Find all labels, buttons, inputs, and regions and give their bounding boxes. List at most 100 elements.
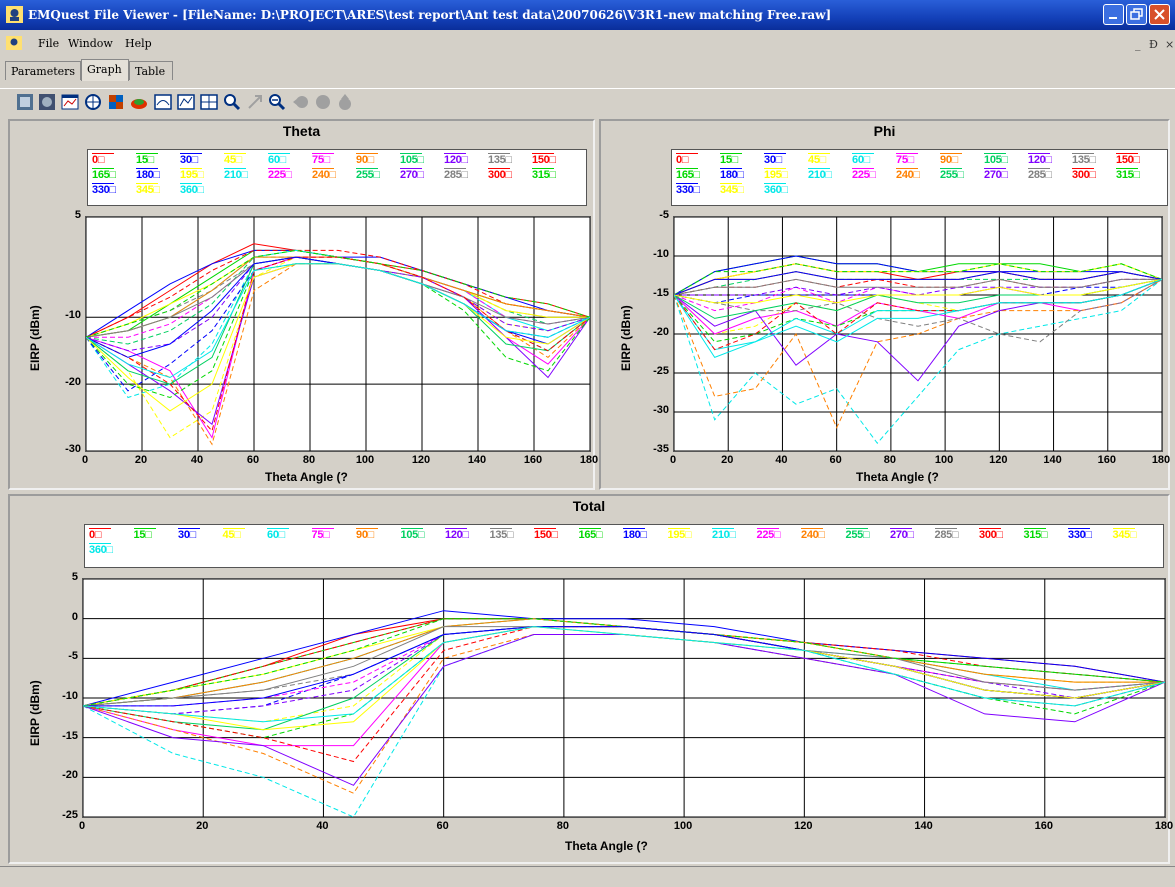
legend-entry: 165□ [676, 168, 700, 181]
polar-plot-icon[interactable] [84, 93, 102, 111]
rectangular-plot-icon[interactable] [154, 93, 172, 111]
chart-window-icon[interactable] [61, 93, 79, 111]
legend-line-swatch [180, 183, 202, 184]
legend-entry: 90□ [356, 153, 378, 166]
series-line [86, 263, 590, 379]
legend-entry: 315□ [1023, 528, 1048, 541]
status-bar [0, 866, 1175, 887]
menu-help[interactable]: Help [125, 37, 152, 50]
legend-entry: 90□ [356, 528, 378, 541]
total-plot-area[interactable] [82, 578, 1166, 818]
mdi-minimize-button[interactable]: _ [1135, 38, 1141, 51]
y-tick-label: -15 [653, 287, 669, 299]
legend-entry: 180□ [623, 528, 647, 541]
restore-icon [1130, 8, 1143, 20]
rotate-icon[interactable] [314, 93, 332, 111]
series-line [674, 263, 1162, 296]
series-line [674, 278, 1162, 296]
menu-file[interactable]: File [38, 37, 60, 50]
legend-line-swatch [764, 168, 786, 169]
graph-3d-icon[interactable] [16, 93, 34, 111]
y-tick-label: -5 [659, 209, 669, 221]
series-line [83, 610, 1165, 707]
theta-plot-area[interactable] [85, 216, 591, 452]
legend-line-swatch [801, 528, 823, 529]
legend-line-swatch [488, 168, 510, 169]
color-map-icon[interactable] [107, 93, 125, 111]
tab-graph[interactable]: Graph [81, 59, 129, 81]
series-line [86, 263, 590, 446]
close-button[interactable] [1149, 4, 1170, 25]
x-tick-label: 120 [989, 454, 1008, 466]
legend-entry: 315□ [1116, 168, 1140, 181]
restore-button[interactable] [1126, 4, 1147, 25]
tab-parameters[interactable]: Parameters [5, 61, 81, 80]
y-tick-label: -15 [62, 729, 78, 742]
series-line [83, 618, 1165, 707]
legend-entry: 300□ [1072, 168, 1096, 181]
minimize-button[interactable] [1103, 4, 1124, 25]
legend-entry: 75□ [311, 528, 334, 541]
menu-window[interactable]: Window [68, 37, 113, 50]
series-line [674, 279, 1162, 444]
legend-entry: 30□ [178, 528, 200, 541]
series-line [86, 256, 590, 345]
series-line [86, 263, 590, 426]
legend-line-swatch [311, 528, 334, 529]
legend-line-swatch [940, 153, 962, 154]
series-line [86, 256, 590, 439]
zoom-out-icon[interactable] [268, 93, 286, 111]
legend-line-swatch [268, 153, 290, 154]
legend-line-swatch [1112, 528, 1135, 529]
legend-entry: 135□ [489, 528, 514, 541]
legend-entry: 315□ [532, 168, 556, 181]
graph-3d-alt-icon[interactable] [38, 93, 56, 111]
legend-entry: 15□ [133, 528, 156, 541]
series-line [674, 278, 1162, 304]
x-axis-label: Theta Angle (? [265, 470, 348, 484]
mdi-restore-button[interactable]: Ɖ [1149, 38, 1158, 51]
legend-line-swatch [400, 168, 422, 169]
rotate-left-icon[interactable] [292, 93, 310, 111]
legend-line-swatch [845, 528, 868, 529]
legend-line-swatch [764, 183, 786, 184]
surface-plot-icon[interactable] [130, 93, 148, 111]
xy-plot-icon[interactable] [177, 93, 195, 111]
legend-line-swatch [89, 543, 111, 544]
app-icon [6, 6, 23, 23]
legend-entry: 255□ [940, 168, 964, 181]
x-tick-label: 100 [934, 454, 954, 466]
legend-line-swatch [756, 528, 779, 529]
multi-plot-icon[interactable] [200, 93, 218, 111]
series-line [86, 256, 590, 352]
legend-entry: 285□ [1028, 168, 1052, 181]
legend-line-swatch [489, 528, 512, 529]
legend-line-swatch [940, 168, 962, 169]
legend-line-swatch [89, 528, 111, 529]
series-line [674, 278, 1162, 351]
tab-table[interactable]: Table [129, 61, 173, 80]
legend-entry: 225□ [268, 168, 292, 181]
rotate-right-icon[interactable] [336, 93, 354, 111]
y-tick-label: -20 [653, 326, 669, 338]
theta-legend: 0□ 15□ 30□ 45□ 60□ 75□ 90□ 105□ 120□ 135□ 150□ 165□… [87, 149, 587, 206]
series-line [86, 256, 590, 392]
legend-line-swatch [532, 168, 554, 169]
phi-plot-area[interactable] [673, 216, 1163, 452]
legend-line-swatch [224, 153, 246, 154]
y-tick-label: -10 [65, 309, 81, 322]
series-line [83, 626, 1165, 731]
legend-line-swatch [1116, 153, 1138, 154]
x-axis-label: Theta Angle (? [856, 470, 939, 484]
legend-line-swatch [764, 153, 786, 154]
x-axis-label: Theta Angle (? [565, 839, 648, 853]
legend-entry: 285□ [934, 528, 959, 541]
document-icon[interactable] [6, 36, 22, 50]
mdi-close-button[interactable]: × [1165, 38, 1175, 51]
y-tick-label: -10 [653, 248, 669, 260]
zoom-in-icon[interactable] [223, 93, 241, 111]
legend-line-swatch [224, 168, 246, 169]
pan-icon[interactable] [246, 93, 264, 111]
legend-entry: 180□ [136, 168, 160, 181]
legend-entry: 15□ [136, 153, 158, 166]
